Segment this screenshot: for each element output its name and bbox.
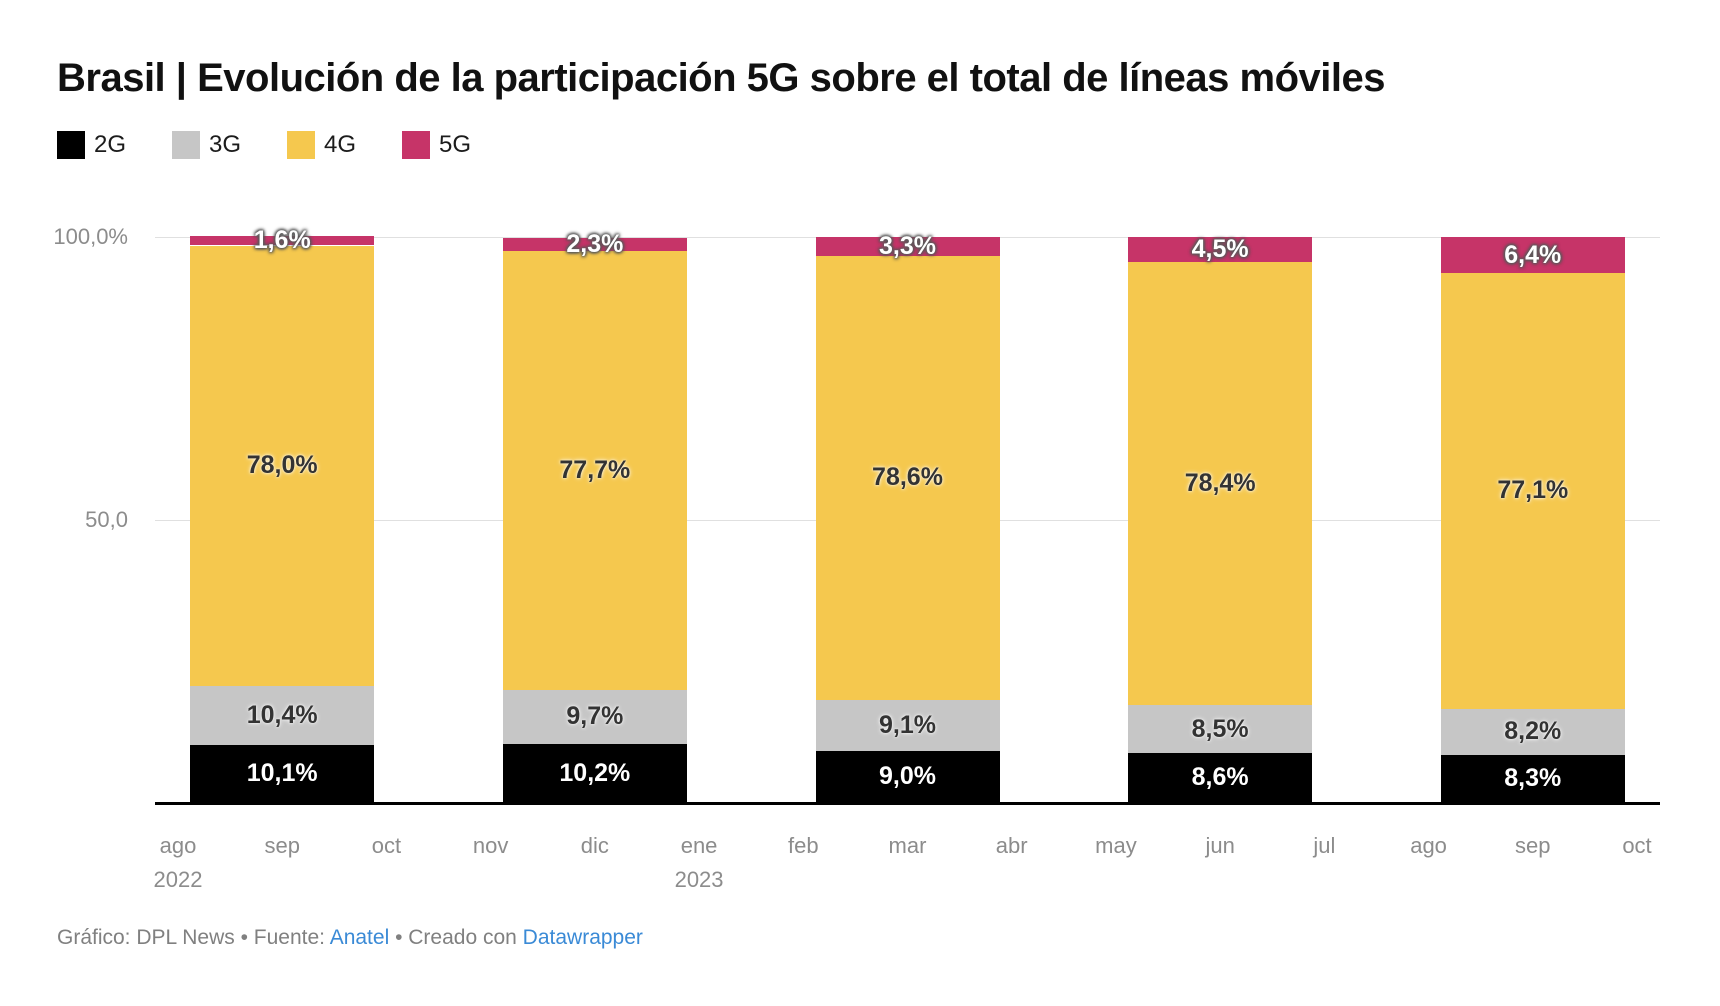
x-tick-label-10-jun: jun [1205, 833, 1235, 858]
segment-label: 9,1% [879, 710, 936, 739]
segment-label: 77,7% [559, 455, 631, 484]
segment-label: 1,6% [253, 226, 311, 255]
bar-segment-2g-dic-2022[interactable]: 10,2% [502, 744, 687, 802]
bar-segment-3g-sep-2023[interactable]: 8,2% [1440, 708, 1625, 756]
x-tick-label-14-oct: oct [1622, 833, 1652, 858]
segment-label: 10,1% [246, 758, 318, 787]
bar-segment-2g-mar-2023[interactable]: 9,0% [815, 751, 1000, 802]
x-tick-label-4-dic: dic [580, 833, 609, 858]
bar-jun-2023: 8,6% 8,5% 78,4% 4,5% [1128, 235, 1313, 802]
segment-label: 10,2% [559, 758, 631, 787]
bar-dic-2022: 10,2% 9,7% 77,7% 2,3% [502, 231, 687, 802]
x-axis-baseline [155, 802, 1660, 805]
segment-label: 8,6% [1191, 763, 1249, 792]
legend-swatch-5g [402, 131, 431, 159]
bar-segment-5g-jun-2023[interactable]: 4,5% [1128, 235, 1313, 264]
legend-label-5g: 5G [439, 131, 472, 158]
bar-segment-4g-dic-2022[interactable]: 77,7% [502, 250, 687, 690]
legend-label-2g: 2G [94, 131, 127, 158]
legend-item-2g: 2G [57, 131, 126, 159]
legend-item-5g: 5G [402, 131, 471, 159]
bar-segment-2g-jun-2023[interactable]: 8,6% [1128, 753, 1313, 802]
bar-segment-3g-jun-2023[interactable]: 8,5% [1128, 705, 1313, 754]
anatel-link[interactable]: Anatel [329, 926, 390, 949]
x-tick-label-2-oct: oct [371, 833, 402, 858]
chart-title: Brasil | Evolución de la participación 5… [57, 56, 1385, 100]
x-tick-label-8-abr: abr [995, 833, 1028, 858]
segment-label: 78,0% [246, 451, 318, 480]
segment-label: 8,3% [1504, 764, 1562, 793]
legend-swatch-3g [172, 131, 201, 159]
y-tick-label-50: 50,0 [85, 506, 128, 532]
bar-sep-2022: 10,1% 10,4% 78,0% 1,6% [190, 228, 375, 802]
x-tick-label-12-ago: ago [1410, 833, 1447, 858]
footer: Gráfico: DPL News • Fuente: Anatel • Cre… [57, 926, 643, 950]
segment-label: 3,3% [879, 231, 936, 260]
x-tick-label-13-sep: sep [1515, 833, 1551, 858]
segment-label: 78,6% [872, 463, 943, 492]
legend-swatch-2g [57, 131, 85, 159]
datawrapper-link[interactable]: Datawrapper [522, 926, 643, 949]
legend-label-4g: 4G [324, 131, 357, 158]
legend-swatch-4g [287, 131, 316, 159]
bar-segment-3g-mar-2023[interactable]: 9,1% [815, 699, 1000, 752]
x-tick-label-1-sep: sep [264, 833, 300, 858]
bar-sep-2023: 8,3% 8,2% 77,1% 6,4% [1440, 237, 1625, 802]
segment-label: 8,2% [1504, 717, 1562, 746]
y-tick-label-100: 100,0% [53, 224, 128, 249]
x-tick-label-11-jul: jul [1313, 833, 1336, 858]
bar-segment-4g-mar-2023[interactable]: 78,6% [815, 255, 1000, 700]
segment-label: 8,5% [1191, 714, 1249, 743]
x-tick-label-3-nov: nov [472, 833, 509, 858]
legend-item-3g: 3G [172, 131, 241, 159]
x-tick-label-7-mar: mar [888, 833, 927, 858]
legend-label-3g: 3G [209, 131, 242, 158]
footer-middle: • Creado con [389, 926, 523, 949]
legend: 2G 3G 4G 5G [57, 131, 471, 159]
bar-segment-4g-sep-2022[interactable]: 78,0% [190, 245, 375, 687]
bar-segment-5g-sep-2023[interactable]: 6,4% [1440, 237, 1625, 274]
segment-label: 6,4% [1504, 240, 1562, 269]
x-tick-label-6-feb: feb [787, 833, 819, 858]
bar-segment-2g-sep-2023[interactable]: 8,3% [1440, 755, 1625, 802]
x-tick-label-5-ene: ene [680, 833, 718, 858]
bar-segment-3g-dic-2022[interactable]: 9,7% [502, 689, 687, 745]
segment-label: 9,7% [566, 702, 624, 731]
x-tick-label-9-may: may [1095, 833, 1137, 858]
legend-item-4g: 4G [287, 131, 356, 159]
segment-label: 4,5% [1191, 235, 1249, 264]
footer-credit: Gráfico: DPL News • Fuente: [57, 926, 330, 949]
segment-label: 9,0% [879, 762, 936, 791]
x-year-label-2023: 2023 [674, 867, 724, 892]
segment-label: 2,3% [566, 229, 624, 258]
segment-label: 10,4% [246, 701, 318, 730]
x-year-label-2022: 2022 [153, 867, 203, 892]
bar-segment-4g-sep-2023[interactable]: 77,1% [1440, 273, 1625, 709]
bar-segment-4g-jun-2023[interactable]: 78,4% [1128, 262, 1313, 706]
x-tick-label-0-ago: ago [159, 833, 197, 858]
bar-segment-3g-sep-2022[interactable]: 10,4% [190, 686, 375, 745]
segment-label: 77,1% [1497, 476, 1569, 505]
plot-area: 10,1% 10,4% 78,0% 1,6% 10,2% 9,7% 77,7% 2,3% 9,0… [155, 228, 1660, 802]
bar-mar-2023: 9,0% 9,1% 78,6% 3,3% [815, 231, 1000, 802]
bar-segment-5g-sep-2022[interactable]: 1,6% [190, 228, 375, 253]
bar-segment-5g-dic-2022[interactable]: 2,3% [502, 231, 687, 256]
bar-segment-2g-sep-2022[interactable]: 10,1% [190, 744, 375, 802]
bar-segment-5g-mar-2023[interactable]: 3,3% [815, 231, 1000, 260]
segment-label: 78,4% [1184, 469, 1256, 498]
